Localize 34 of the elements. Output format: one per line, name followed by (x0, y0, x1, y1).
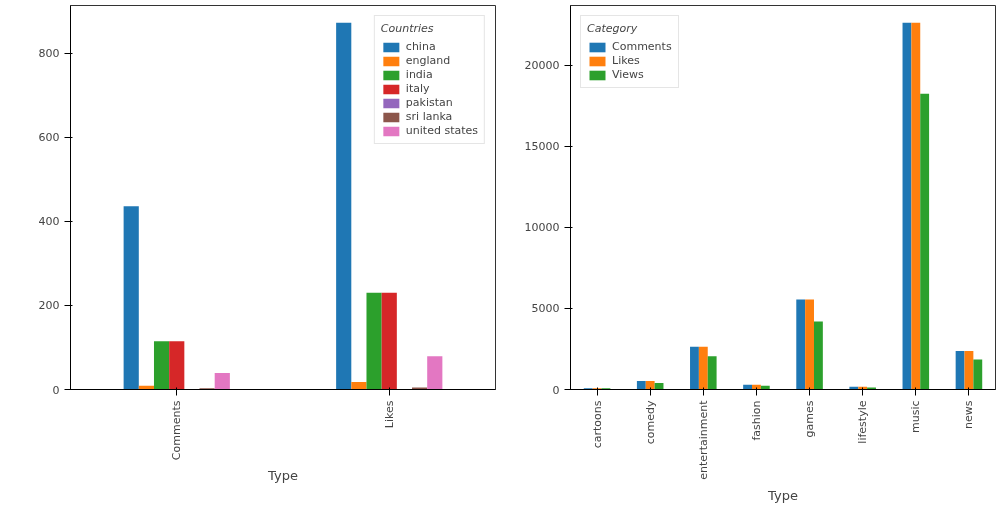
legend-label: Likes (612, 54, 640, 67)
y-tick-label: 0 (552, 383, 560, 397)
y-tick-label: 5000 (531, 302, 560, 316)
legend-title: Countries (380, 22, 435, 35)
legend-label: Comments (612, 40, 672, 53)
x-tick-label: music (909, 400, 923, 434)
y-tick-label: 400 (38, 215, 60, 229)
legend-label: united states (405, 124, 478, 137)
y-tick-label: 200 (38, 299, 60, 313)
x-tick-label: fashion (749, 400, 763, 441)
legend-label: italy (405, 82, 430, 95)
legend-label: Views (612, 68, 644, 81)
y-tick-label: 15000 (524, 140, 560, 154)
legend-label: england (405, 54, 451, 67)
x-tick-label: cartoons (590, 400, 604, 449)
y-tick-label: 20000 (524, 59, 560, 73)
x-tick-label: news (962, 400, 976, 429)
x-axis-title: Type (767, 487, 798, 503)
x-tick-label: entertainment (696, 399, 710, 480)
x-tick-label: lifestyle (856, 400, 870, 444)
x-tick-label: comedy (643, 400, 657, 445)
x-tick-label: Likes (382, 400, 396, 429)
y-tick-label: 600 (38, 131, 60, 145)
legend-label: sri lanka (405, 110, 453, 123)
x-tick-label: Comments (170, 400, 184, 461)
legend-label: pakistan (405, 96, 453, 109)
y-tick-label: 10000 (524, 221, 560, 235)
y-tick-label: 0 (52, 383, 60, 397)
x-tick-label: games (803, 400, 817, 438)
legend-title: Category (587, 22, 639, 35)
legend-label: china (405, 40, 436, 53)
y-tick-label: 800 (38, 47, 60, 61)
legend-label: india (405, 68, 433, 81)
x-axis-title: Type (267, 468, 298, 484)
